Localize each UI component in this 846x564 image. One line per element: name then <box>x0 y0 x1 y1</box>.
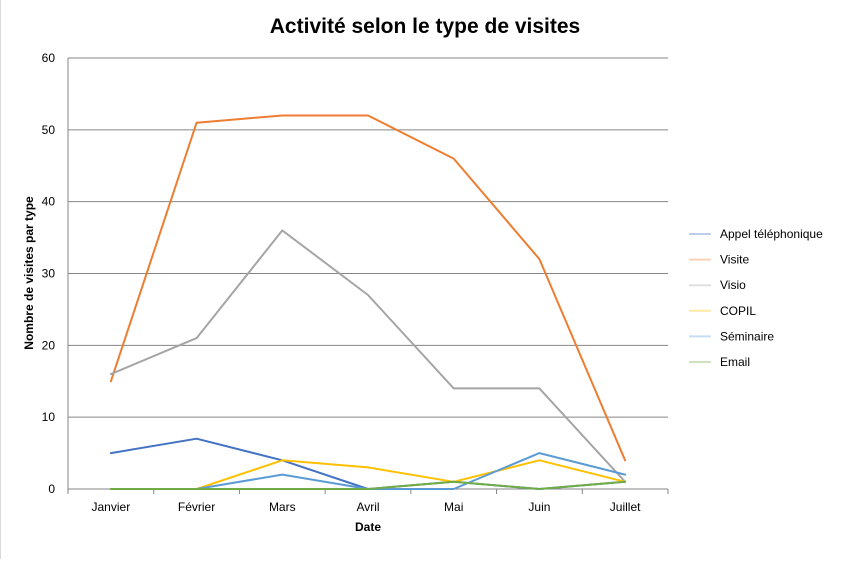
chart-title: Activité selon le type de visites <box>270 15 580 38</box>
y-tick-label: 10 <box>42 410 56 424</box>
y-axis-label: Nombre de visites par type <box>22 196 36 350</box>
series-line <box>109 459 627 490</box>
legend-label: Visite <box>720 253 749 267</box>
series-line <box>109 437 627 490</box>
y-tick-label: 20 <box>42 338 56 352</box>
x-axis-label: Date <box>355 520 381 534</box>
series-line <box>109 452 627 490</box>
x-tick-label: Juin <box>528 500 550 514</box>
series-line <box>109 114 627 462</box>
series-lines <box>109 114 627 490</box>
x-tick-label: Avril <box>356 500 379 514</box>
gridlines <box>67 57 668 490</box>
legend-label: Email <box>720 355 750 369</box>
series-line <box>109 229 627 483</box>
y-axis-ticks: 0 10 20 30 40 50 60 <box>42 51 56 496</box>
series-line <box>109 480 627 490</box>
x-tick-label: Mars <box>269 500 296 514</box>
y-tick-label: 50 <box>42 123 56 137</box>
y-tick-label: 60 <box>42 51 56 65</box>
x-tick-label: Janvier <box>92 500 131 514</box>
y-tick-label: 30 <box>42 267 56 281</box>
legend-label: Visio <box>720 278 746 292</box>
legend-label: Séminaire <box>720 329 774 343</box>
x-axis-ticks: Janvier Février Mars Avril Mai Juin Juillet <box>67 489 669 514</box>
legend-label: Appel téléphonique <box>720 227 823 241</box>
x-tick-label: Février <box>178 500 215 514</box>
x-tick-label: Mai <box>444 500 463 514</box>
y-tick-label: 0 <box>48 482 55 496</box>
legend: Appel téléphonique Visite Visio COPIL Sémina… <box>689 227 823 369</box>
y-tick-label: 40 <box>42 195 56 209</box>
x-tick-label: Juillet <box>610 500 641 514</box>
legend-label: COPIL <box>720 304 756 318</box>
